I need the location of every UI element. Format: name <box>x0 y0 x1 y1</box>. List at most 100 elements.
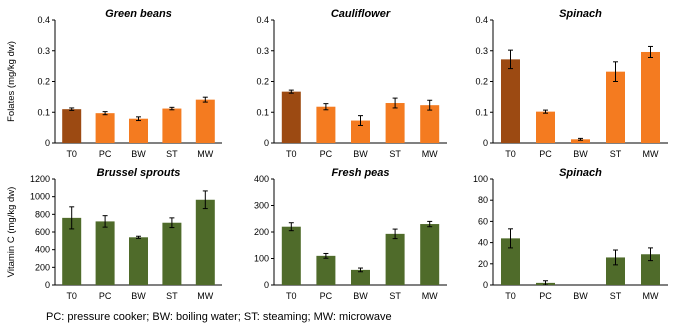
chart2-bar-pc <box>316 106 336 143</box>
chart1-x-tick-label: ST <box>166 149 178 159</box>
chart3-y-tick-label: 0.1 <box>475 107 488 117</box>
chart5-x-tick-label: MW <box>422 291 438 301</box>
chart3-bar-t0 <box>501 59 520 143</box>
chart4-y-tick-label: 1000 <box>30 192 50 202</box>
chart4-x-tick-label: T0 <box>66 291 77 301</box>
chart2-bar-st <box>385 103 405 143</box>
chart2-x-tick-label: BW <box>353 149 368 159</box>
chart2-x-tick-label: ST <box>389 149 401 159</box>
chart3-y-tick-label: 0.3 <box>475 46 488 56</box>
chart1-bar-pc <box>95 113 115 143</box>
chart6-x-tick-label: PC <box>539 291 552 301</box>
chart3-y-tick-label: 0.2 <box>475 77 488 87</box>
chart3-bar-st <box>606 71 625 143</box>
chart4-y-tick-label: 1200 <box>30 174 50 184</box>
chart3-x-tick-label: T0 <box>505 149 516 159</box>
chart1-bar-st <box>162 108 182 143</box>
chart6-x-tick-label: MW <box>643 291 659 301</box>
chart2-bar-mw <box>420 105 440 143</box>
chart1-y-tick-label: 0.3 <box>37 46 50 56</box>
chart4-y-tick-label: 200 <box>35 262 50 272</box>
chart1-bar-t0 <box>62 109 82 143</box>
chart2-title: Cauliflower <box>331 8 391 20</box>
chart5-x-tick-label: BW <box>353 291 368 301</box>
chart2-bar-t0 <box>281 91 301 143</box>
chart6-x-tick-label: BW <box>573 291 588 301</box>
chart2-y-tick-label: 0.4 <box>256 15 269 25</box>
chart5-bar-bw <box>351 269 370 285</box>
chart3-x-tick-label: BW <box>573 149 588 159</box>
chart2-x-tick-label: T0 <box>286 149 297 159</box>
chart4-bar-t0 <box>62 217 82 285</box>
footnote: PC: pressure cooker; BW: boiling water; … <box>46 311 392 323</box>
chart2-bar-bw <box>351 120 370 143</box>
chart4-x-tick-label: MW <box>197 291 213 301</box>
chart2-x-tick-label: MW <box>422 149 438 159</box>
chart1-x-tick-label: MW <box>197 149 213 159</box>
chart6-bar-st <box>606 257 625 285</box>
chart4-x-tick-label: BW <box>131 291 146 301</box>
chart5-y-tick-label: 100 <box>254 254 269 264</box>
chart5-x-tick-label: PC <box>320 291 333 301</box>
chart3-y-tick-label: 0.4 <box>475 15 488 25</box>
chart6-y-tick-label: 100 <box>473 174 488 184</box>
chart5-bar-mw <box>420 224 440 285</box>
chart6-x-tick-label: ST <box>610 291 622 301</box>
chart5-x-tick-label: ST <box>389 291 401 301</box>
chart2-y-tick-label: 0 <box>264 138 269 148</box>
chart2-y-tick-label: 0.2 <box>256 77 269 87</box>
chart1-bar-bw <box>129 118 148 143</box>
chart6-title: Spinach <box>559 167 602 179</box>
chart3-bar-mw <box>641 51 660 144</box>
chart1-x-tick-label: T0 <box>66 149 77 159</box>
chart4-bar-st <box>162 222 182 285</box>
chart5-bar-t0 <box>281 226 301 285</box>
chart3-y-tick-label: 0 <box>483 138 488 148</box>
chart6-bar-mw <box>641 254 660 285</box>
chart3-bar-bw <box>571 139 590 143</box>
chart1-y-tick-label: 0.2 <box>37 77 50 87</box>
chart4-title: Brussel sprouts <box>97 167 181 179</box>
chart1-y-axis-label: Folates (mg/kg dw) <box>6 41 17 122</box>
chart4-bar-pc <box>95 221 115 285</box>
chart1-y-tick-label: 0.4 <box>37 15 50 25</box>
chart3-x-tick-label: PC <box>539 149 552 159</box>
chart2-x-tick-label: PC <box>320 149 333 159</box>
chart6-y-tick-label: 20 <box>478 259 488 269</box>
chart5-y-tick-label: 300 <box>254 201 269 211</box>
chart4-y-tick-label: 600 <box>35 227 50 237</box>
chart3-x-tick-label: MW <box>643 149 659 159</box>
chart4-y-tick-label: 0 <box>45 280 50 290</box>
chart6-y-tick-label: 0 <box>483 280 488 290</box>
chart1-y-tick-label: 0.1 <box>37 107 50 117</box>
chart5-bar-pc <box>316 255 336 285</box>
chart1-bar-mw <box>195 99 215 143</box>
chart4-bar-bw <box>129 237 148 285</box>
chart3-bar-pc <box>536 111 555 143</box>
chart5-y-tick-label: 0 <box>264 280 269 290</box>
chart6-y-tick-label: 60 <box>478 216 488 226</box>
chart4-x-tick-label: PC <box>99 291 112 301</box>
chart4-y-tick-label: 800 <box>35 209 50 219</box>
chart5-y-tick-label: 400 <box>254 174 269 184</box>
chart2-y-tick-label: 0.3 <box>256 46 269 56</box>
chart5-bar-st <box>385 233 405 285</box>
chart3-x-tick-label: ST <box>610 149 622 159</box>
chart6-y-tick-label: 40 <box>478 238 488 248</box>
chart3-title: Spinach <box>559 8 602 20</box>
chart6-bar-t0 <box>501 238 520 285</box>
chart6-y-tick-label: 80 <box>478 195 488 205</box>
chart1-x-tick-label: BW <box>131 149 146 159</box>
chart4-y-tick-label: 400 <box>35 245 50 255</box>
chart5-title: Fresh peas <box>331 167 389 179</box>
chart1-y-tick-label: 0 <box>45 138 50 148</box>
chart4-x-tick-label: ST <box>166 291 178 301</box>
chart1-title: Green beans <box>105 8 172 20</box>
chart4-y-axis-label: Vitamin C (mg/kg dw) <box>6 187 17 278</box>
chart6-x-tick-label: T0 <box>505 291 516 301</box>
chart1-x-tick-label: PC <box>99 149 112 159</box>
chart5-y-tick-label: 200 <box>254 227 269 237</box>
chart4-bar-mw <box>195 199 215 285</box>
chart2-y-tick-label: 0.1 <box>256 107 269 117</box>
